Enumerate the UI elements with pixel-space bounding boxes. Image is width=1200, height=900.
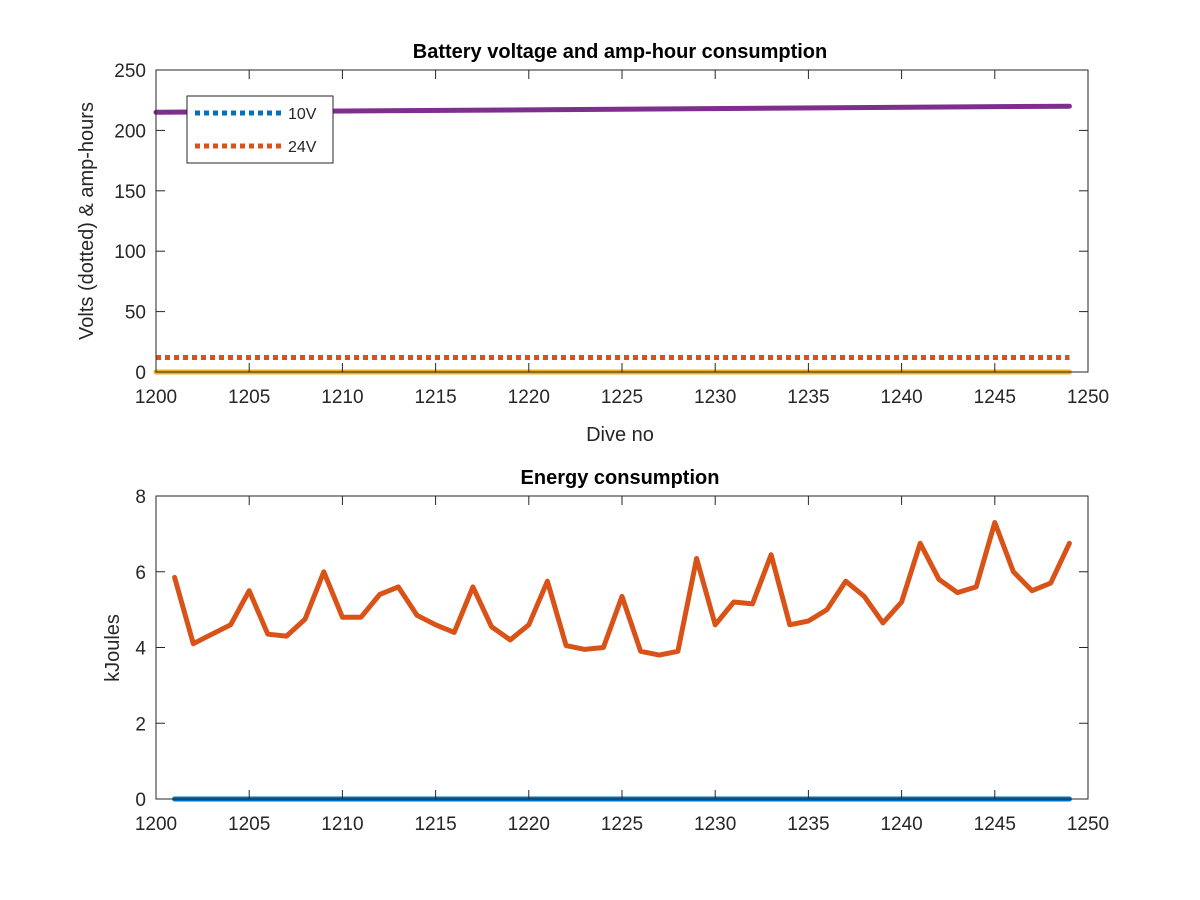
- y-tick-label: 8: [135, 487, 146, 508]
- x-tick-label: 1205: [228, 387, 270, 408]
- tick-layer: 1200 1205 1210 1215 1220 1225 1230 1235 1240 1245…: [114, 61, 1109, 408]
- x-tick-label: 1225: [601, 387, 643, 408]
- x-tick-label: 1215: [414, 814, 456, 835]
- x-tick-label: 1235: [787, 387, 829, 408]
- x-tick-label: 1215: [414, 387, 456, 408]
- x-tick-label: 1230: [694, 387, 736, 408]
- series-layer: [172, 520, 1072, 802]
- voltage-amphour-chart: Battery voltage and amp-hour consumption…: [76, 41, 1109, 446]
- y-tick-label: 6: [135, 563, 146, 584]
- series-line-1: [172, 520, 1072, 658]
- x-tick-label: 1245: [974, 387, 1016, 408]
- y-tick-label: 100: [114, 242, 146, 263]
- x-axis-label: Dive no: [586, 424, 654, 446]
- x-tick-label: 1245: [974, 814, 1016, 835]
- x-tick-label: 1250: [1067, 387, 1109, 408]
- x-tick-label: 1210: [321, 387, 363, 408]
- y-axis-label: kJoules: [102, 614, 124, 682]
- y-tick-label: 2: [135, 714, 146, 735]
- x-tick-label: 1235: [787, 814, 829, 835]
- legend: 10V 24V: [186, 95, 334, 164]
- energy-consumption-chart: Energy consumption 1200 1205 1210 1215 1220 1…: [102, 467, 1109, 835]
- chart-title: Energy consumption: [521, 467, 720, 489]
- x-tick-label: 1205: [228, 814, 270, 835]
- plot-area-frame: [155, 495, 1089, 800]
- x-tick-label: 1250: [1067, 814, 1109, 835]
- chart-title: Battery voltage and amp-hour consumption: [413, 41, 827, 63]
- y-axis-label: Volts (dotted) & amp-hours: [76, 102, 98, 340]
- legend-box: [186, 95, 334, 164]
- legend-label-24v: 24V: [288, 139, 317, 156]
- x-tick-label: 1220: [508, 814, 550, 835]
- x-tick-label: 1225: [601, 814, 643, 835]
- y-tick-label: 0: [135, 363, 146, 384]
- x-tick-label: 1210: [321, 814, 363, 835]
- x-tick-label: 1240: [880, 814, 922, 835]
- y-tick-label: 150: [114, 182, 146, 203]
- tick-layer: 1200 1205 1210 1215 1220 1225 1230 1235 1240 1245…: [135, 487, 1109, 835]
- y-tick-label: 200: [114, 121, 146, 142]
- plot-area-frame: [155, 69, 1089, 373]
- y-tick-label: 0: [135, 790, 146, 811]
- legend-label-10v: 10V: [288, 106, 317, 123]
- x-tick-label: 1200: [135, 814, 177, 835]
- y-tick-label: 250: [114, 61, 146, 82]
- x-tick-label: 1220: [508, 387, 550, 408]
- y-tick-label: 4: [135, 639, 146, 660]
- y-tick-label: 50: [125, 303, 146, 324]
- x-tick-label: 1200: [135, 387, 177, 408]
- x-tick-label: 1230: [694, 814, 736, 835]
- x-tick-label: 1240: [880, 387, 922, 408]
